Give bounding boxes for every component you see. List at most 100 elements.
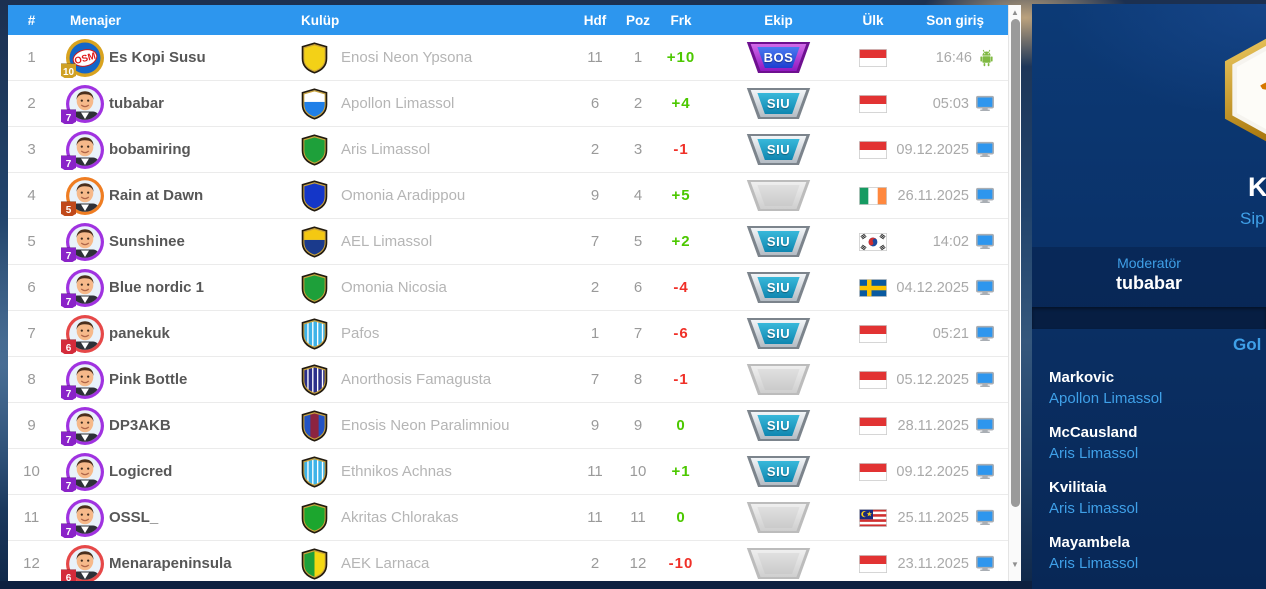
last-login: 09.12.2025 [893,141,1008,158]
rank-value: 2 [27,95,36,112]
manager-name: Menarapeninsula [109,555,232,572]
moderator-name[interactable]: tubabar [1115,273,1182,293]
country-flag-icon [853,324,893,343]
scorer-item[interactable]: McCausland Aris Limassol [1049,422,1162,464]
table-row[interactable]: 3 7 bobamiring Aris Limassol 2 3 -1 [8,127,1008,173]
team-badge: SIU [704,88,853,119]
rank-value: 8 [27,371,36,388]
league-badge [1220,30,1266,150]
poz-value: 1 [633,49,643,66]
scroll-thumb[interactable] [1010,19,1020,507]
manager-name: Sunshinee [109,233,185,250]
last-login: 16:46 [893,49,1008,67]
manager-avatar: 7 [55,130,107,170]
last-login: 05.12.2025 [893,371,1008,388]
poz-value: 5 [633,233,643,250]
header-poz: Poz [625,12,650,28]
country-flag-icon [853,554,893,573]
last-login-value: 26.11.2025 [897,187,970,204]
header-rank: # [27,12,36,28]
scroll-down-button[interactable]: ▼ [1011,559,1019,569]
rank-value: 5 [27,233,36,250]
last-login-value: 05.12.2025 [896,371,969,388]
manager-avatar: OSM 10 [55,38,107,78]
table-row[interactable]: 4 5 Rain at Dawn Omonia Aradippou 9 4 [8,173,1008,219]
rank-value: 7 [27,325,36,342]
manager-name: bobamiring [109,141,191,158]
team-badge [704,548,853,579]
header-last-login: Son giriş [926,12,984,28]
rank-value: 9 [27,417,36,434]
scroll-up-button[interactable]: ▲ [1011,7,1019,17]
device-icon [976,279,994,296]
last-login: 25.11.2025 [893,509,1008,526]
manager-name: Logicred [109,463,173,480]
table-row[interactable]: 5 7 Sunshinee AEL Limassol 7 5 +2 [8,219,1008,265]
manager-avatar: 6 [55,544,107,581]
level-badge: 7 [61,155,76,170]
poz-value: 4 [633,187,643,204]
level-badge: 6 [61,569,76,581]
bottom-bar [0,581,1266,589]
table-row[interactable]: 7 6 panekuk Pafos 1 7 -6 SIU [8,311,1008,357]
poz-value: 11 [630,509,646,526]
table-row[interactable]: 6 7 Blue nordic 1 Omonia Nicosia 2 6 [8,265,1008,311]
table-header-row: # Menajer Kulüp Hdf Poz Frk Ekip Ülk Son… [8,5,1008,35]
last-login: 28.11.2025 [893,417,1008,434]
scorer-name: Kvilitaia [1049,479,1107,496]
sidebar-divider [1032,307,1266,329]
rank-value: 1 [27,49,36,66]
level-badge: 6 [61,339,76,354]
table-row[interactable]: 10 7 Logicred Ethnikos Achnas 11 10 + [8,449,1008,495]
table-row[interactable]: 12 6 Menarapeninsula AEK Larnaca 2 12 [8,541,1008,581]
frk-value: -1 [673,371,689,388]
scrollbar-track[interactable]: ▲ ▼ [1008,5,1021,581]
team-badge: SIU [704,134,853,165]
last-login-value: 16:46 [935,49,972,66]
table-row[interactable]: 11 7 OSSL_ Akritas Chlorakas 11 11 0 [8,495,1008,541]
manager-avatar: 7 [55,498,107,538]
level-badge: 7 [61,477,76,492]
frk-value: -6 [673,325,689,342]
last-login: 05:03 [893,95,1008,112]
frk-value: -1 [673,141,689,158]
table-row[interactable]: 8 7 Pink Bottle Anorthosis Famagusta 7 8 [8,357,1008,403]
table-row[interactable]: 1 OSM 10 Es Kopi Susu Enosi Neon Ypsona … [8,35,1008,81]
scorer-item[interactable]: Kvilitaia Aris Limassol [1049,477,1162,519]
rank-value: 6 [27,279,36,296]
hdf-value: 7 [590,233,600,250]
manager-name: panekuk [109,325,170,342]
last-login: 26.11.2025 [893,187,1008,204]
device-icon [976,371,994,388]
country-flag-icon [853,416,893,435]
level-badge: 5 [61,201,76,216]
country-flag-icon [853,48,893,67]
device-icon [976,509,994,526]
team-badge [704,180,853,211]
manager-name: tubabar [109,95,165,112]
manager-avatar: 7 [55,268,107,308]
table-row[interactable]: 2 7 tubabar Apollon Limassol 6 2 +4 [8,81,1008,127]
device-icon [976,187,994,204]
device-icon [976,555,994,572]
club-name: AEK Larnaca [341,555,430,572]
league-table: # Menajer Kulüp Hdf Poz Frk Ekip Ülk Son… [8,5,1008,581]
club-name: Omonia Aradippou [341,187,466,204]
team-badge: SIU [704,410,853,441]
club-name: Akritas Chlorakas [341,509,459,526]
table-row[interactable]: 9 7 DP3AKB Enosis Neon Paralimniou 9 9 [8,403,1008,449]
hdf-value: 6 [590,95,600,112]
last-login: 09.12.2025 [893,463,1008,480]
manager-avatar: 7 [55,406,107,446]
club-name: AEL Limassol [341,233,433,250]
scorer-club: Apollon Limassol [1049,390,1163,407]
manager-name: Rain at Dawn [109,187,204,204]
rank-value: 4 [27,187,36,204]
scorer-club: Aris Limassol [1049,555,1139,572]
scorer-item[interactable]: Mayambela Aris Limassol [1049,532,1162,574]
club-name: Aris Limassol [341,141,431,158]
scorer-item[interactable]: Markovic Apollon Limassol [1049,367,1162,409]
manager-name: OSSL_ [109,509,159,526]
poz-value: 10 [629,463,647,480]
